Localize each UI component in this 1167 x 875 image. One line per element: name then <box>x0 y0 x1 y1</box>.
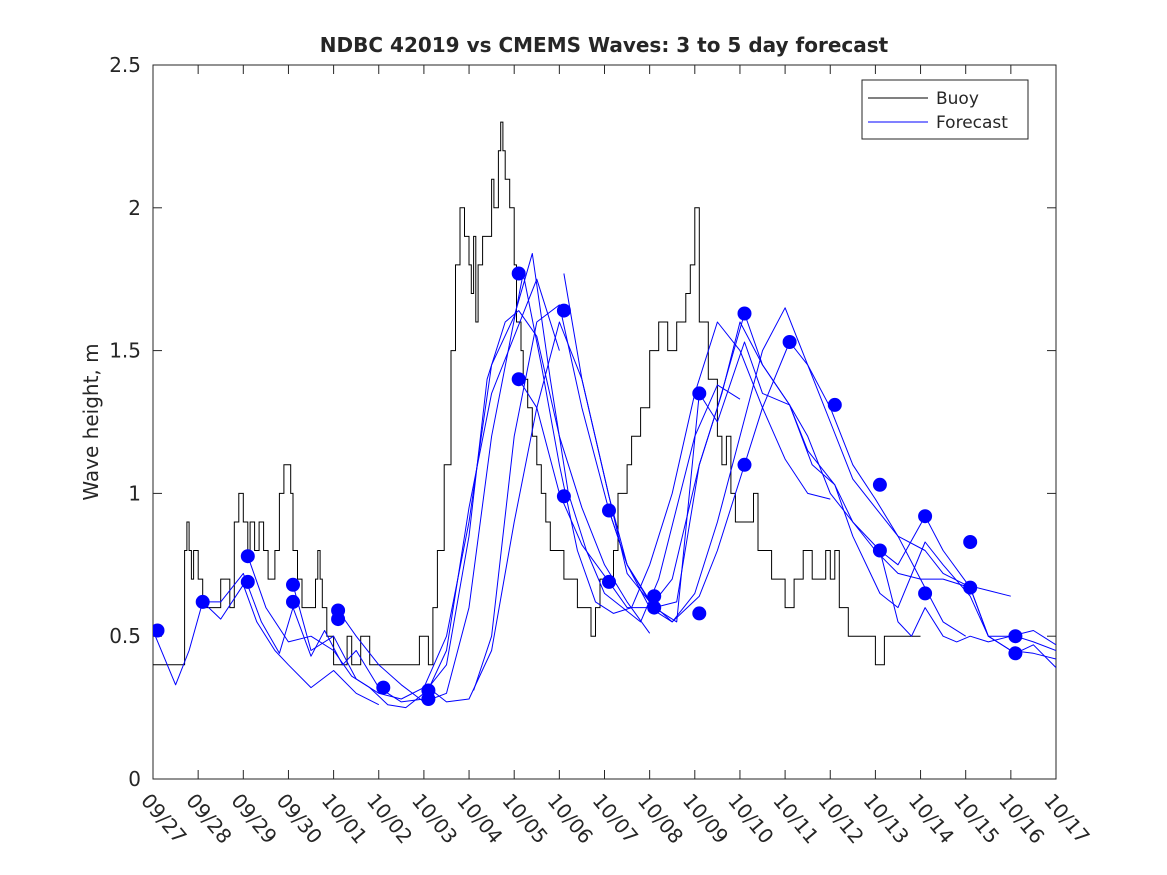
buoy-series-line <box>153 121 921 666</box>
forecast-series-line-1 <box>153 584 380 706</box>
forecast-marker <box>692 606 707 621</box>
forecast-marker <box>195 594 210 609</box>
forecast-series-line-7 <box>473 304 1011 691</box>
forecast-marker <box>963 535 978 549</box>
forecast-marker <box>872 477 887 492</box>
forecast-marker <box>153 623 165 638</box>
y-tick-label: 1.5 <box>109 339 141 363</box>
forecast-marker <box>556 489 571 504</box>
forecast-marker <box>963 580 978 595</box>
forecast-marker <box>602 503 616 518</box>
forecast-series-line-10 <box>608 341 1056 668</box>
legend-box <box>861 79 1029 140</box>
forecast-marker <box>918 509 933 524</box>
forecast-marker <box>918 586 933 601</box>
forecast-marker <box>827 397 842 412</box>
forecast-marker <box>240 574 255 589</box>
y-tick-label: 0.5 <box>109 624 141 648</box>
y-tick-label: 0 <box>128 767 141 791</box>
forecast-series-line-4 <box>292 253 741 700</box>
forecast-marker <box>240 549 255 564</box>
forecast-series-line-6 <box>428 307 966 703</box>
y-tick-label: 2 <box>128 196 141 220</box>
forecast-marker <box>602 574 616 589</box>
forecast-marker <box>1008 629 1023 644</box>
forecast-series-line-9 <box>563 273 1056 651</box>
forecast-marker <box>647 589 662 604</box>
forecast-series-line-5 <box>337 273 831 703</box>
legend: Buoy Forecast <box>861 79 1029 140</box>
y-axis-label: Wave height, m <box>79 343 103 500</box>
forecast-series-line-2 <box>202 278 560 703</box>
data-layer <box>153 121 1056 709</box>
forecast-marker <box>511 266 526 281</box>
forecast-marker <box>1008 646 1023 661</box>
legend-buoy-label: Buoy <box>936 89 979 109</box>
chart-title: NDBC 42019 vs CMEMS Waves: 3 to 5 day fo… <box>320 33 889 57</box>
legend-forecast-label: Forecast <box>936 113 1008 133</box>
forecast-series-line-3 <box>247 310 651 709</box>
forecast-marker <box>872 543 887 558</box>
y-tick-label: 1 <box>128 481 141 505</box>
forecast-marker <box>782 335 797 349</box>
forecast-marker <box>692 386 707 401</box>
forecast-marker <box>331 612 346 627</box>
forecast-marker <box>421 692 436 706</box>
forecast-marker <box>737 457 752 472</box>
forecast-marker <box>286 577 300 592</box>
forecast-marker <box>376 680 391 695</box>
forecast-marker <box>556 303 571 318</box>
forecast-marker <box>286 594 300 609</box>
forecast-marker <box>737 306 752 321</box>
y-tick-label: 2.5 <box>109 53 141 77</box>
forecast-marker <box>511 372 526 387</box>
